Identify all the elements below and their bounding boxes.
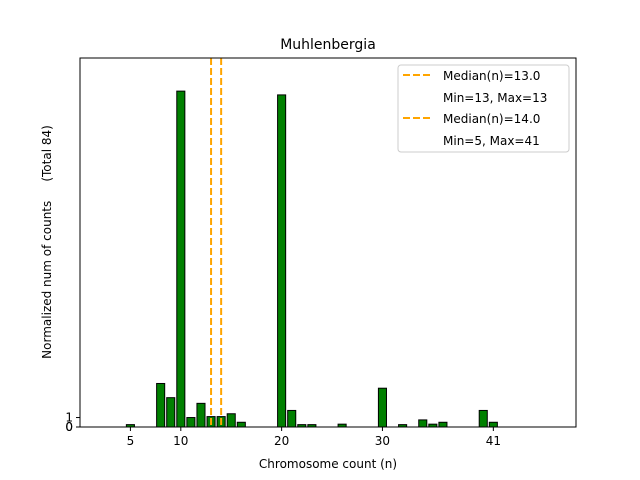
- y-tick-label: 0: [65, 420, 73, 434]
- y-axis-label: Normalized num of counts (Total 84): [40, 125, 54, 359]
- bar-n-36: [438, 421, 448, 428]
- bar-n-11: [186, 417, 196, 428]
- y-tick-label: 0: [65, 420, 73, 434]
- bar-n-21: [287, 409, 297, 428]
- legend-entry-1-label: Median(n)=13.0: [443, 69, 540, 83]
- chart-title: Muhlenbergia: [280, 37, 376, 53]
- bar-n-40: [478, 409, 488, 428]
- bar-n-34: [418, 419, 428, 428]
- bar-n-9: [166, 397, 176, 428]
- legend-box: [397, 64, 570, 153]
- y-ticks: 001: [65, 411, 80, 434]
- bar-n-30: [377, 387, 387, 428]
- x-tick-label: 20: [274, 434, 289, 448]
- legend-entry-2-sub: Min=5, Max=41: [443, 134, 540, 148]
- x-axis-label: Chromosome count (n): [259, 457, 397, 471]
- x-tick-label: 10: [173, 434, 188, 448]
- bar-n-10: [176, 90, 186, 428]
- legend: Median(n)=13.0 Min=13, Max=13 Median(n)=…: [397, 64, 570, 153]
- y-tick-label: 1: [65, 411, 73, 425]
- bar-n-41: [488, 421, 498, 428]
- x-tick-label: 30: [375, 434, 390, 448]
- legend-entry-1-sub: Min=13, Max=13: [443, 91, 547, 105]
- bar-n-12: [196, 402, 206, 428]
- x-ticks: 5 10 20 30 41: [127, 427, 501, 448]
- bar-n-20: [277, 94, 287, 428]
- plot-frame: [79, 57, 577, 428]
- legend-entry-2-label: Median(n)=14.0: [443, 112, 540, 126]
- bar-n-15: [226, 413, 236, 428]
- bar-n-8: [156, 382, 166, 428]
- x-tick-label: 5: [127, 434, 135, 448]
- bar-n-16: [236, 421, 246, 428]
- median-lines: [210, 58, 223, 427]
- x-tick-label: 41: [486, 434, 501, 448]
